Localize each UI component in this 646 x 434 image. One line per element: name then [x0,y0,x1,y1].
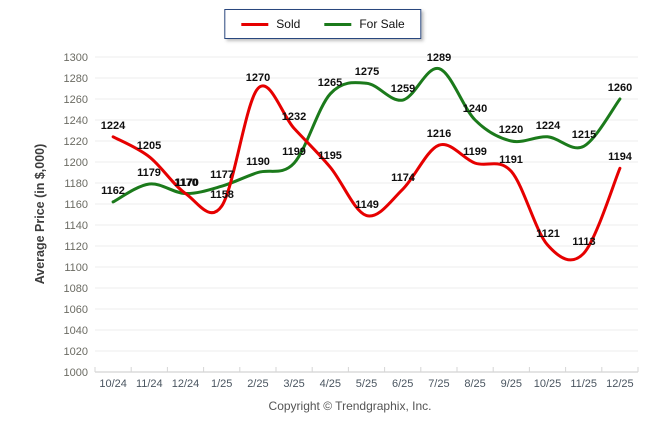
y-tick-label: 1100 [64,262,88,274]
x-tick-label: 1/25 [211,378,232,390]
x-tick-label: 5/25 [356,378,377,390]
x-tick-label: 8/25 [464,378,485,390]
y-tick-label: 1240 [64,115,88,127]
data-label-for-sale: 1199 [282,146,306,158]
y-tick-label: 1020 [64,346,88,358]
x-tick-label: 6/25 [392,378,413,390]
data-label-for-sale: 1177 [210,169,234,181]
data-label-sold: 1216 [427,128,451,140]
data-label-sold: 1191 [499,154,523,166]
for-sale-line-swatch [324,22,352,26]
legend-item-for-sale: For Sale [324,17,405,31]
y-tick-label: 1180 [64,178,88,190]
legend-item-sold: Sold [241,17,300,31]
for-sale-line [111,67,622,204]
x-tick-label: 2/25 [247,378,268,390]
data-label-sold: 1199 [463,146,487,158]
data-label-sold: 1194 [608,151,633,163]
legend-label-for-sale: For Sale [359,17,405,31]
y-tick-label: 1140 [64,220,88,232]
legend: Sold For Sale [224,9,422,39]
y-tick-label: 1080 [64,283,88,295]
data-label-for-sale: 1220 [499,124,523,136]
copyright-text: Copyright © Trendgraphix, Inc. [268,399,432,413]
y-tick-label: 1220 [64,136,88,148]
data-label-sold: 1170 [174,177,198,189]
data-label-for-sale: 1265 [318,77,342,89]
x-tick-label: 11/25 [570,378,597,390]
x-tick-label: 3/25 [283,378,304,390]
data-label-sold: 1158 [210,189,234,201]
data-label-sold: 1224 [101,120,126,132]
data-label-for-sale: 1289 [427,52,451,64]
data-label-for-sale: 1259 [391,83,415,95]
y-tick-label: 1120 [64,241,88,253]
data-label-sold: 1232 [282,111,306,123]
y-tick-label: 1200 [64,157,88,169]
x-tick-label: 7/25 [428,378,449,390]
x-tick-label: 9/25 [501,378,522,390]
y-tick-label: 1160 [64,199,88,211]
y-tick-label: 1260 [64,94,88,106]
data-label-for-sale: 1170 [175,177,199,189]
data-label-sold: 1195 [318,150,342,162]
sold-line [111,84,622,262]
data-label-for-sale: 1240 [463,103,487,115]
data-label-for-sale: 1190 [246,156,270,168]
data-label-sold: 1149 [355,199,379,211]
data-label-for-sale: 1260 [608,82,632,94]
x-tick-label: 4/25 [320,378,341,390]
x-tick-label: 10/25 [534,378,562,390]
y-tick-label: 1000 [64,367,88,379]
data-label-sold: 1205 [137,140,161,152]
x-tick-label: 11/24 [136,378,163,390]
data-label-sold: 1270 [246,72,270,84]
data-label-for-sale: 1224 [536,120,561,132]
legend-label-sold: Sold [276,17,301,31]
data-label-sold: 1174 [391,172,416,184]
y-tick-label: 1060 [64,304,88,316]
data-label-for-sale: 1179 [137,167,161,179]
x-tick-label: 12/24 [172,378,200,390]
y-tick-label: 1280 [64,73,88,85]
y-tick-label: 1300 [64,52,88,64]
y-tick-label: 1040 [64,325,88,337]
data-label-sold: 1113 [572,236,595,248]
data-label-for-sale: 1162 [101,185,125,197]
x-tick-label: 12/25 [606,378,634,390]
data-label-sold: 1121 [536,228,560,240]
sold-line-swatch [241,22,269,26]
x-tick-label: 10/24 [99,378,127,390]
data-label-for-sale: 1275 [355,66,379,78]
data-label-for-sale: 1215 [572,129,596,141]
